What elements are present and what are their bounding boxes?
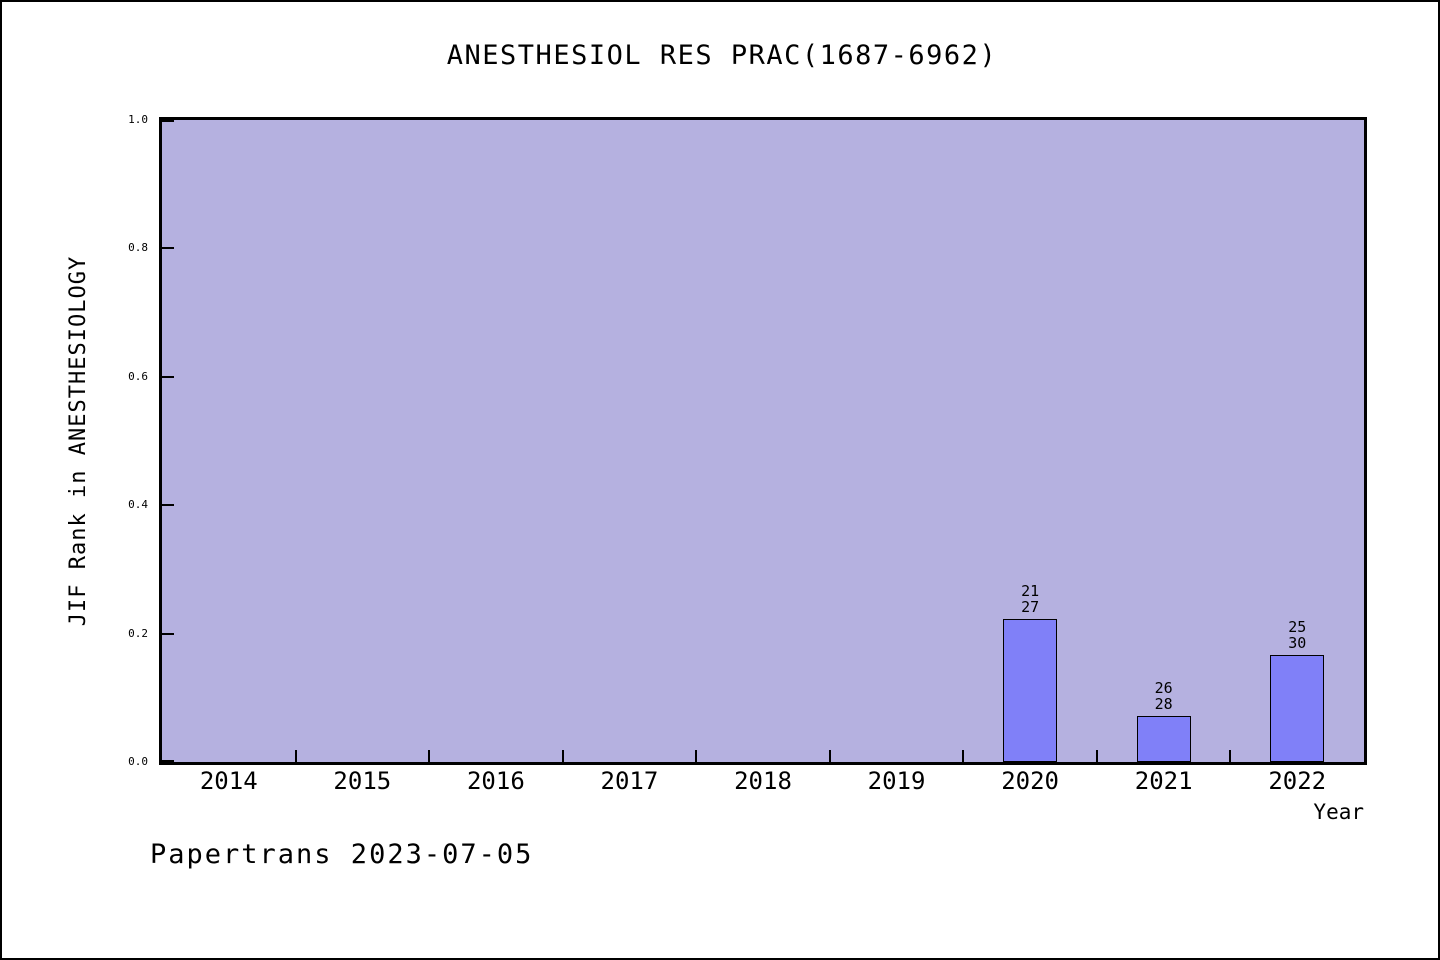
x-tick-label: 2015 (333, 767, 392, 795)
y-tick-label: 0.4 (128, 498, 148, 512)
y-tick-mark (162, 760, 174, 762)
x-tick-label: 2021 (1134, 767, 1193, 795)
x-tick-mark (294, 750, 297, 762)
x-axis-title: Year (1313, 800, 1364, 824)
plot-area: 21 27 26 28 25 30 (159, 117, 1367, 765)
x-tick-mark (828, 750, 831, 762)
bar-2021 (1136, 716, 1191, 762)
bar-label-2020: 21 27 (990, 583, 1070, 615)
x-tick-label: 2014 (199, 767, 258, 795)
x-tick-mark (1095, 750, 1098, 762)
x-tick-label: 2019 (867, 767, 926, 795)
x-tick-mark (1229, 750, 1232, 762)
y-tick-mark (162, 632, 174, 635)
y-tick-label: 1.0 (128, 113, 148, 126)
bar-label-line: 25 (1288, 617, 1307, 636)
y-axis-title: JIF Rank in ANESTHESIOLOGY (66, 255, 91, 627)
chart-title: ANESTHESIOL RES PRAC(1687-6962) (446, 40, 998, 71)
y-tick-label: 0.6 (128, 369, 148, 383)
bar-label-line: 30 (1288, 633, 1307, 652)
y-tick-label: 0.0 (128, 755, 148, 768)
bar-label-2022: 25 30 (1257, 619, 1337, 651)
bar-label-line: 27 (1021, 598, 1040, 617)
footer-text: Papertrans 2023-07-05 (150, 839, 534, 870)
x-tick-mark (962, 750, 965, 762)
y-tick-mark (162, 504, 174, 507)
y-tick-mark (162, 247, 174, 250)
x-tick-label: 2018 (734, 767, 792, 795)
bar-label-line: 26 (1154, 679, 1173, 698)
x-tick-mark (561, 750, 564, 762)
bar-2020 (1003, 619, 1058, 762)
bar-2022 (1270, 654, 1325, 762)
x-tick-label: 2020 (1001, 767, 1059, 795)
y-tick-label: 0.8 (128, 241, 148, 255)
bar-label-line: 21 (1021, 582, 1040, 601)
x-tick-label: 2016 (466, 767, 525, 795)
x-tick-label: 2017 (600, 767, 659, 795)
y-tick-mark (162, 375, 174, 378)
y-tick-label: 0.2 (128, 626, 148, 640)
y-tick-mark (162, 120, 174, 122)
x-tick-label: 2022 (1268, 767, 1327, 795)
x-tick-mark (428, 750, 431, 762)
bar-label-2021: 26 28 (1124, 680, 1204, 712)
bar-label-line: 28 (1154, 695, 1173, 714)
x-tick-mark (695, 750, 698, 762)
